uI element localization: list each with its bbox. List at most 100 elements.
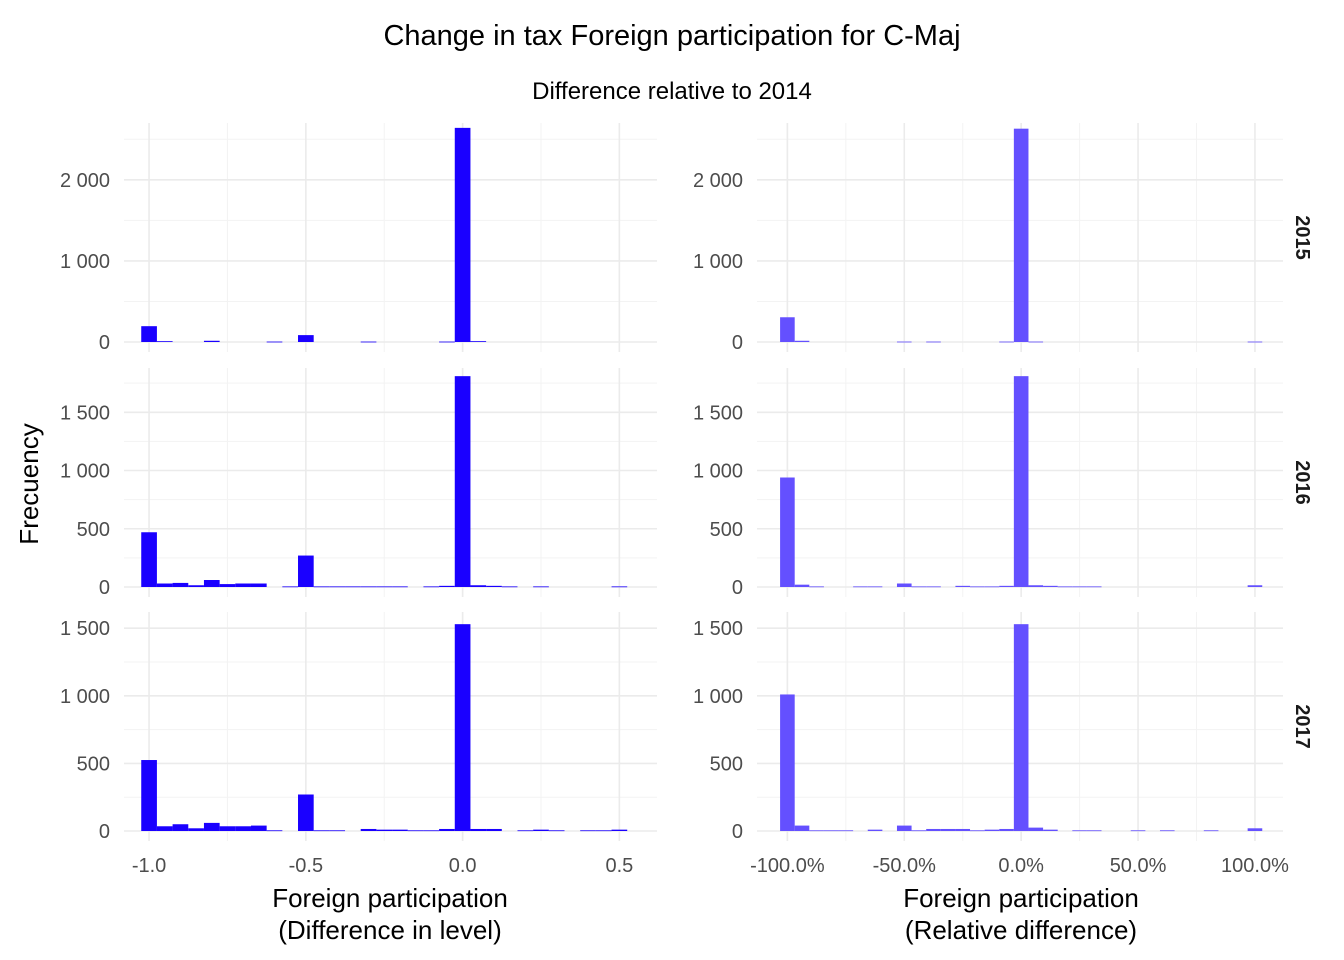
histogram-bar <box>1072 586 1087 588</box>
histogram-bar <box>823 830 839 832</box>
histogram-bar <box>439 341 455 343</box>
panel-2015-col1: 0 1 000 2 000 <box>60 123 657 354</box>
histogram-bar <box>172 582 189 587</box>
x-tick-label: -0.5 <box>289 855 323 877</box>
histogram-bar <box>235 826 251 831</box>
histogram-bar <box>470 828 487 831</box>
histogram-bar <box>809 586 824 588</box>
histogram-bar <box>501 586 518 588</box>
histogram-bar <box>156 583 173 587</box>
histogram-bar <box>439 828 455 831</box>
y-tick-label: 1 000 <box>60 251 110 273</box>
histogram-bar <box>955 585 971 587</box>
panel-2016-col1: 0 500 1 000 1 500 <box>60 368 657 599</box>
histogram-bar <box>360 586 377 588</box>
y-tick-label: 1 000 <box>693 251 743 273</box>
histogram-bar <box>1130 830 1146 832</box>
histogram-bar <box>984 829 1000 831</box>
histogram-bar <box>533 586 549 588</box>
histogram-bar <box>219 826 236 831</box>
y-tick-label: 0 <box>732 332 743 354</box>
histogram-bar <box>313 586 330 588</box>
histogram-bar <box>984 586 1000 588</box>
histogram-bar <box>999 828 1014 831</box>
x-axis-title-left-line1: Foreign participation <box>272 883 508 913</box>
histogram-bar <box>926 586 941 588</box>
histogram-bar <box>376 586 393 588</box>
histogram-bar <box>1072 830 1087 832</box>
y-tick-label: 1 500 <box>693 402 743 424</box>
histogram-bar <box>329 830 346 832</box>
histogram-bar <box>470 341 487 342</box>
histogram-bar <box>1057 586 1073 588</box>
y-tick-label: 1 000 <box>60 461 110 483</box>
histogram-bar <box>1247 341 1263 343</box>
panel-2015-col2: 0 1 000 2 000 <box>693 123 1283 354</box>
histogram-bar <box>1013 376 1029 587</box>
histogram-bar <box>517 830 534 832</box>
histogram-bar <box>298 335 314 342</box>
x-axis-title-right-line2: (Relative difference) <box>905 915 1137 945</box>
histogram-bar <box>970 586 985 588</box>
histogram-bar <box>250 583 267 587</box>
y-tick-label: 2 000 <box>60 170 110 192</box>
histogram-bar <box>853 586 868 588</box>
facet-strip-label-2015: 2015 <box>1291 215 1313 260</box>
histogram-bar <box>141 532 157 587</box>
histogram-bar <box>266 341 283 343</box>
x-tick-label: -100.0% <box>750 855 825 877</box>
histogram-bar <box>611 829 628 831</box>
histogram-bar <box>794 825 810 831</box>
histogram-bar <box>1086 830 1102 832</box>
histogram-bar <box>838 830 854 832</box>
histogram-bar <box>1203 830 1219 832</box>
histogram-bar <box>780 477 795 587</box>
x-tick-label: -50.0% <box>873 855 937 877</box>
histogram-bar <box>188 828 204 831</box>
chart-subtitle: Difference relative to 2014 <box>532 78 812 105</box>
histogram-bar <box>376 829 393 831</box>
histogram-bar <box>407 830 424 832</box>
histogram-bar <box>298 555 314 587</box>
histogram-bar <box>313 830 330 832</box>
y-tick-label: 500 <box>77 753 110 775</box>
x-axis-title-right-line1: Foreign participation <box>903 883 1139 913</box>
x-tick-label: 0.5 <box>605 855 633 877</box>
x-tick-label: -1.0 <box>132 855 166 877</box>
histogram-bar <box>595 830 612 832</box>
histogram-bar <box>235 583 251 587</box>
histogram-bar <box>940 828 956 831</box>
chart-title: Change in tax Foreign participation for … <box>383 20 960 52</box>
y-tick-label: 0 <box>732 577 743 599</box>
histogram-bar <box>955 828 971 831</box>
histogram-bar <box>548 830 565 832</box>
y-tick-label: 2 000 <box>693 170 743 192</box>
histogram-bar <box>360 341 377 343</box>
x-tick-label: 0.0 <box>449 855 477 877</box>
histogram-bar <box>486 585 502 587</box>
histogram-bar <box>867 586 883 588</box>
histogram-bar <box>219 584 236 587</box>
histogram-bar <box>392 586 408 588</box>
y-axis-title: Frecuency <box>14 423 44 544</box>
histogram-bar <box>580 830 596 832</box>
histogram-bar <box>141 326 157 342</box>
histogram-bar <box>439 585 455 587</box>
histogram-bar <box>282 586 299 588</box>
histogram-bar <box>203 580 220 587</box>
histogram-bar <box>1159 830 1175 832</box>
histogram-bar <box>454 624 471 831</box>
y-tick-label: 500 <box>710 519 743 541</box>
facet-strip-label-2016: 2016 <box>1291 460 1313 505</box>
histogram-bar <box>896 341 912 343</box>
histogram-bar <box>1013 128 1029 342</box>
histogram-bar <box>533 829 549 831</box>
histogram-bar <box>470 585 487 587</box>
y-tick-label: 1 500 <box>60 402 110 424</box>
x-tick-label: 50.0% <box>1110 855 1167 877</box>
histogram-bar <box>156 826 173 831</box>
histogram-bar <box>1247 585 1263 587</box>
histogram-bar <box>454 376 471 587</box>
histogram-bar <box>1086 586 1102 588</box>
